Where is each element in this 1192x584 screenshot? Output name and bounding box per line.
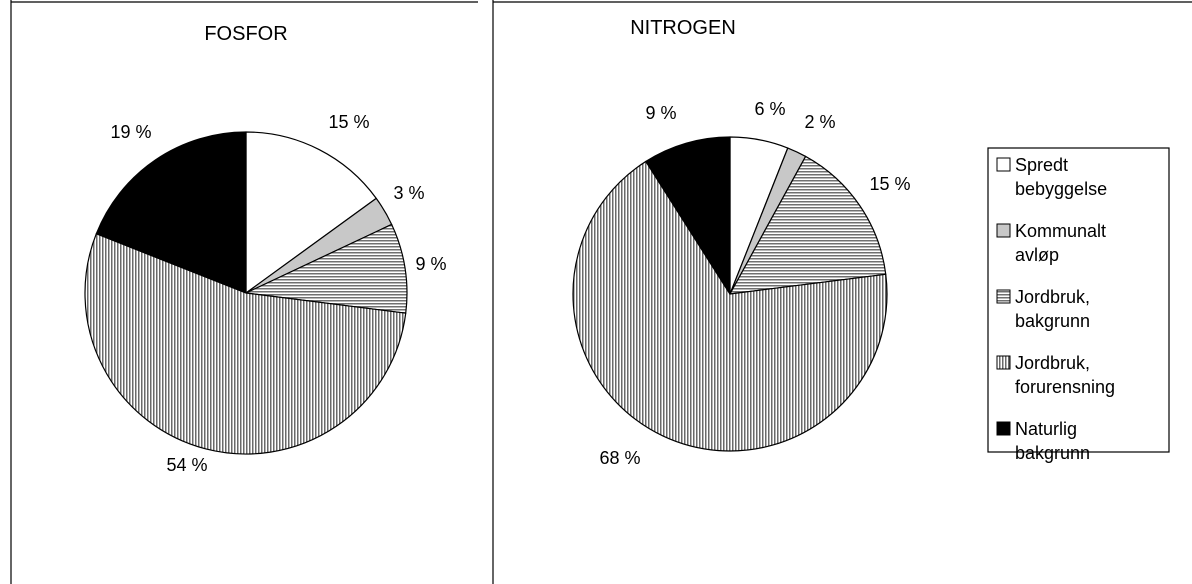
legend-label-jordbruk-bakgrunn-line-1: Jordbruk, — [1015, 287, 1090, 307]
fosfor-data-label-kommunalt-avl-p: 3 % — [393, 183, 424, 203]
nitrogen-data-label-kommunalt-avl-p: 2 % — [804, 112, 835, 132]
nitrogen-pie: 6 % 2 % 15 % 68 % 9 % — [572, 99, 911, 468]
legend-label-kommunalt-avl-p-line-1: Kommunalt — [1015, 221, 1106, 241]
fosfor-slice-jordbruk-bakgrunn — [245, 223, 408, 314]
nitrogen-data-label-naturlig-bakgrunn: 9 % — [645, 103, 676, 123]
fosfor-data-label-jordbruk-forurensning: 54 % — [166, 455, 207, 475]
legend-label-kommunalt-avl-p-line-2: avløp — [1015, 245, 1059, 265]
fosfor-chart-title: FOSFOR — [204, 23, 287, 45]
legend-swatch-jordbruk-forurensning — [996, 355, 1011, 370]
legend-label-jordbruk-forurensning-line-1: Jordbruk, — [1015, 353, 1090, 373]
nitrogen-data-label-spredt-bebyggelse: 6 % — [754, 99, 785, 119]
nitrogen-slice-jordbruk-forurensning — [572, 160, 888, 452]
legend-label-spredt-bebyggelse-line-1: Spredt — [1015, 155, 1068, 175]
legend-swatch-naturlig-bakgrunn — [996, 421, 1011, 436]
nitrogen-slice-naturlig-bakgrunn — [645, 136, 731, 295]
fosfor-slice-jordbruk-forurensning — [84, 233, 407, 455]
fosfor-data-label-naturlig-bakgrunn: 19 % — [110, 122, 151, 142]
fosfor-pie: 15 % 3 % 9 % 54 % 19 % — [84, 112, 447, 475]
legend-label-jordbruk-bakgrunn-line-2: bakgrunn — [1015, 311, 1090, 331]
fosfor-data-label-spredt-bebyggelse: 15 % — [328, 112, 369, 132]
legend-label-naturlig-bakgrunn-line-2: bakgrunn — [1015, 443, 1090, 463]
nitrogen-chart-panel — [492, 0, 1192, 584]
fosfor-data-label-jordbruk-bakgrunn: 9 % — [415, 254, 446, 274]
nitrogen-data-label-jordbruk-bakgrunn: 15 % — [869, 174, 910, 194]
legend-swatch-jordbruk-bakgrunn — [996, 289, 1011, 304]
nitrogen-data-label-jordbruk-forurensning: 68 % — [599, 448, 640, 468]
legend-swatch-spredt-bebyggelse — [996, 157, 1011, 172]
fosfor-chart-panel — [10, 0, 478, 584]
legend-swatch-kommunalt-avl-p — [996, 223, 1011, 238]
fosfor-slice-naturlig-bakgrunn — [95, 131, 247, 294]
nitrogen-slice-jordbruk-bakgrunn — [729, 155, 887, 295]
nitrogen-chart-title: NITROGEN — [630, 17, 736, 39]
legend-label-jordbruk-forurensning-line-2: forurensning — [1015, 377, 1115, 397]
legend: Spredt bebyggelse Kommunalt avløp Jordbruk, b… — [987, 147, 1170, 463]
legend-label-spredt-bebyggelse-line-2: bebyggelse — [1015, 179, 1107, 199]
legend-box — [987, 147, 1170, 453]
legend-label-naturlig-bakgrunn-line-1: Naturlig — [1015, 419, 1077, 439]
fosfor-slice-spredt-bebyggelse — [245, 131, 377, 294]
